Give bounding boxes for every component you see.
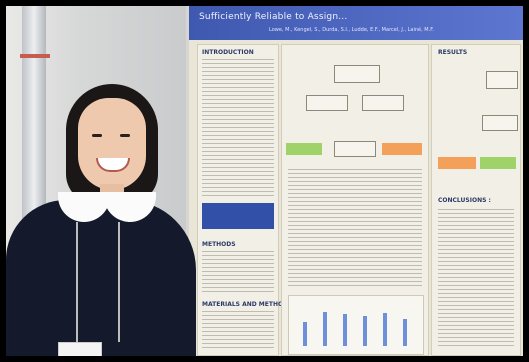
flowchart-orange-box (438, 157, 476, 169)
research-poster: Sufficiently Reliable to Assign... Lowe,… (189, 6, 523, 356)
chart-bar (323, 312, 327, 346)
highlight-box (202, 203, 274, 229)
text-block (288, 169, 422, 289)
flowchart-box (334, 65, 380, 83)
name-badge (58, 342, 102, 356)
section-conclusions: CONCLUSIONS : (438, 197, 491, 204)
poster-column-left: INTRODUCTION METHODS MATERIALS AND METHO… (197, 44, 292, 356)
poster-column-middle (281, 44, 429, 356)
face (78, 98, 146, 190)
section-introduction: INTRODUCTION (202, 49, 254, 56)
bar-chart (288, 295, 424, 355)
chart-bar (403, 319, 407, 346)
flowchart-green-box (286, 143, 322, 155)
chart-bar (303, 322, 307, 346)
flowchart-green-box (480, 157, 516, 169)
lanyard (118, 222, 120, 342)
section-results: RESULTS (438, 49, 468, 56)
text-block (202, 311, 274, 351)
flowchart-box (362, 95, 404, 111)
flowchart-box (306, 95, 348, 111)
sweater (6, 200, 196, 356)
text-block (202, 59, 274, 199)
flowchart-box (482, 115, 518, 131)
poster-header: Sufficiently Reliable to Assign... Lowe,… (189, 6, 523, 40)
text-block (438, 209, 514, 349)
flowchart-orange-box (382, 143, 422, 155)
section-materials: MATERIALS AND METHODS (202, 301, 293, 308)
student (6, 6, 206, 356)
poster-column-right: RESULTS CONCLUSIONS : (431, 44, 521, 356)
photo: Sufficiently Reliable to Assign... Lowe,… (6, 6, 523, 356)
poster-authors: Lowe, M., Kengel, S., Durda, S.I., Ludde… (269, 27, 434, 33)
lanyard (76, 222, 78, 342)
eye (92, 134, 102, 137)
chart-bar (343, 314, 347, 346)
section-methods: METHODS (202, 241, 236, 248)
flowchart-box (486, 71, 518, 89)
poster-title: Sufficiently Reliable to Assign... (199, 12, 348, 22)
eye (120, 134, 130, 137)
chart-bar (383, 313, 387, 346)
pipe-band (20, 54, 50, 58)
chart-bar (363, 316, 367, 346)
text-block (202, 251, 274, 295)
flowchart-box (334, 141, 376, 157)
